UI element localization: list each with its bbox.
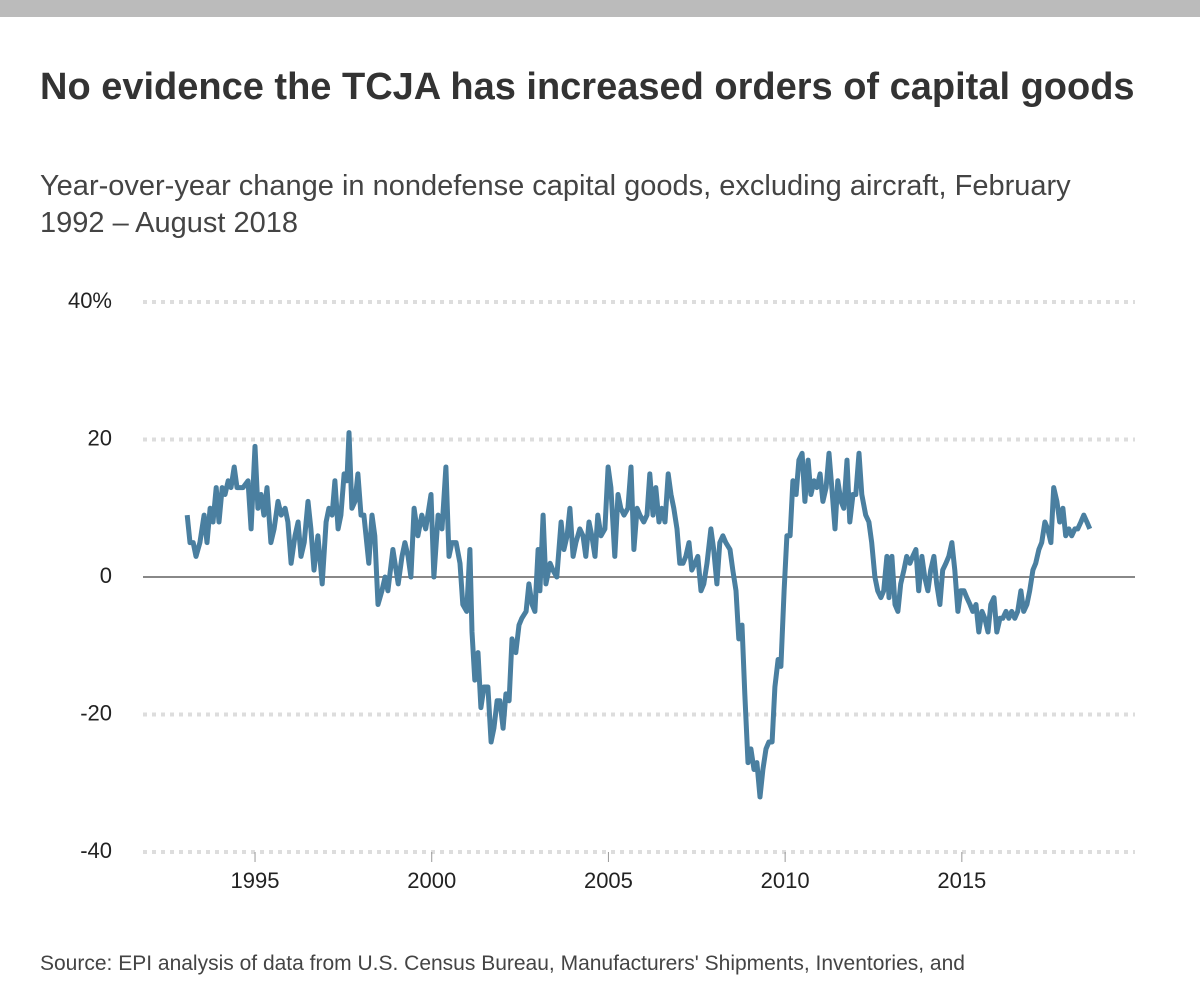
y-tick-label: -20 — [80, 700, 112, 725]
source-note: Source: EPI analysis of data from U.S. C… — [40, 952, 965, 975]
x-tick-label: 1995 — [231, 868, 280, 893]
y-tick-label: -40 — [80, 838, 112, 863]
data-line — [184, 430, 1093, 800]
x-tick-label: 2015 — [937, 868, 986, 893]
chart-subtitle: Year-over-year change in nondefense capi… — [40, 170, 1071, 239]
x-tick-label: 2005 — [584, 868, 633, 893]
y-tick-label: 20 — [88, 425, 112, 450]
x-tick-label: 2010 — [761, 868, 810, 893]
x-tick-label: 2000 — [407, 868, 456, 893]
y-tick-label: 40% — [68, 288, 112, 313]
y-tick-label: 0 — [100, 563, 112, 588]
chart-title: No evidence the TCJA has increased order… — [40, 66, 1135, 108]
top-bar — [0, 0, 1200, 17]
